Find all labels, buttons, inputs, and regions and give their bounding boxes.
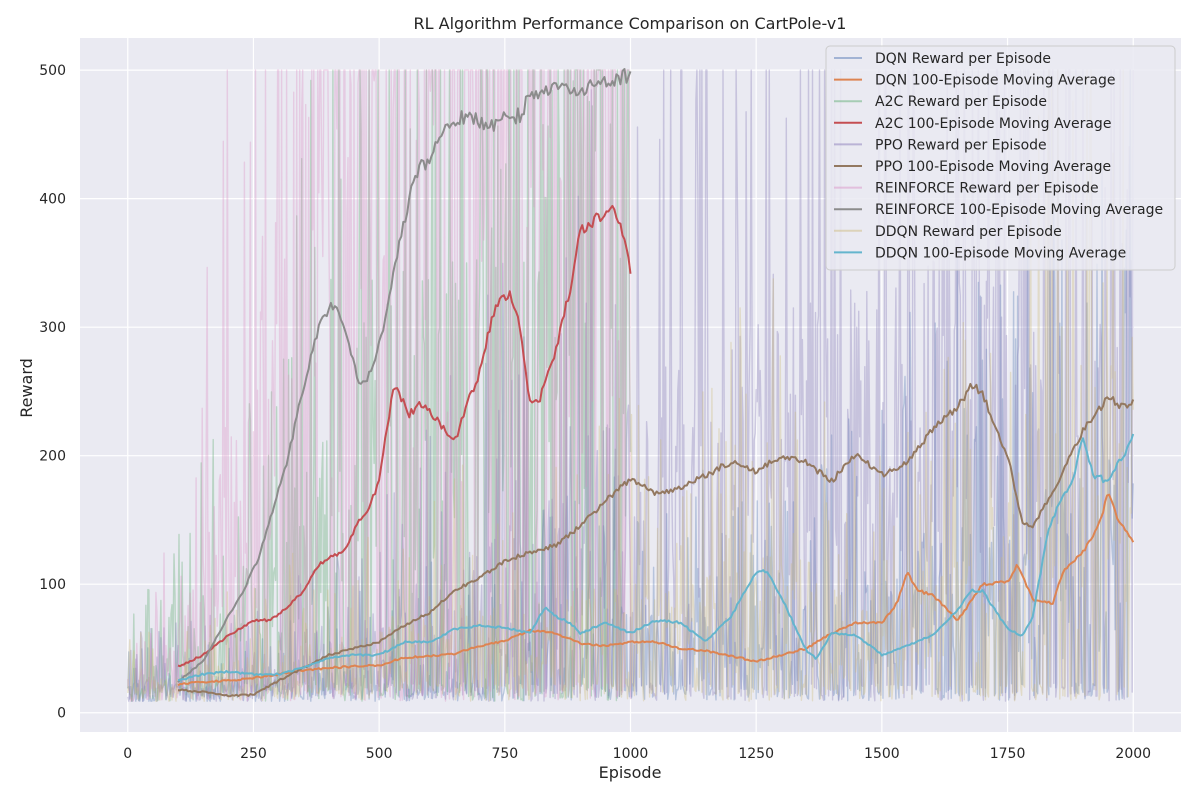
x-tick-label: 750 <box>491 746 518 762</box>
x-axis-label: Episode <box>599 763 662 782</box>
legend-entry-label: A2C Reward per Episode <box>875 94 1047 110</box>
series-layer <box>127 68 1135 702</box>
y-tick-label: 200 <box>39 449 66 465</box>
x-tick-label: 2000 <box>1115 746 1151 762</box>
legend-entry-label: DQN 100-Episode Moving Average <box>875 73 1115 89</box>
y-axis-label: Reward <box>17 358 36 418</box>
legend-entry-label: PPO 100-Episode Moving Average <box>875 159 1111 175</box>
raw-reward-series-line <box>127 69 632 702</box>
raw-reward-series-line <box>127 69 632 702</box>
y-tick-label: 300 <box>39 320 66 336</box>
legend-entry-label: REINFORCE 100-Episode Moving Average <box>875 202 1163 218</box>
y-tick-label: 400 <box>39 192 66 208</box>
x-tick-label: 0 <box>123 746 132 762</box>
moving-average-series-line <box>178 433 1135 682</box>
y-tick-label: 500 <box>39 63 66 79</box>
legend-entry-label: REINFORCE Reward per Episode <box>875 181 1099 197</box>
x-tick-label: 1750 <box>990 746 1026 762</box>
moving-average-series-line <box>177 204 632 668</box>
legend: DQN Reward per Episode DQN 100-Episode Mo… <box>825 45 1176 271</box>
legend-entry-label: DDQN Reward per Episode <box>875 224 1062 240</box>
x-tick-label: 1500 <box>864 746 900 762</box>
moving-average-series-line <box>177 493 1135 687</box>
legend-box <box>825 45 1176 271</box>
legend-entry-label: DDQN 100-Episode Moving Average <box>875 245 1126 261</box>
chart-title: RL Algorithm Performance Comparison on C… <box>414 14 847 33</box>
x-tick-label: 1000 <box>613 746 649 762</box>
moving-average-series-line <box>177 68 632 683</box>
raw-reward-series-line <box>127 69 1134 702</box>
tick-labels: 0 250 500 750 1000 1250 1500 1750 2000 0 100 200 300… <box>39 63 1151 762</box>
raw-reward-series-line <box>127 69 1134 702</box>
legend-entry-label: DQN Reward per Episode <box>875 51 1051 67</box>
legend-entry-label: PPO Reward per Episode <box>875 137 1047 153</box>
y-tick-label: 100 <box>39 577 66 593</box>
legend-entry-label: A2C 100-Episode Moving Average <box>875 116 1111 132</box>
moving-average-series-line <box>178 382 1135 698</box>
y-tick-label: 0 <box>57 706 66 722</box>
x-tick-label: 250 <box>240 746 267 762</box>
x-tick-label: 1250 <box>738 746 774 762</box>
x-tick-label: 500 <box>366 746 393 762</box>
